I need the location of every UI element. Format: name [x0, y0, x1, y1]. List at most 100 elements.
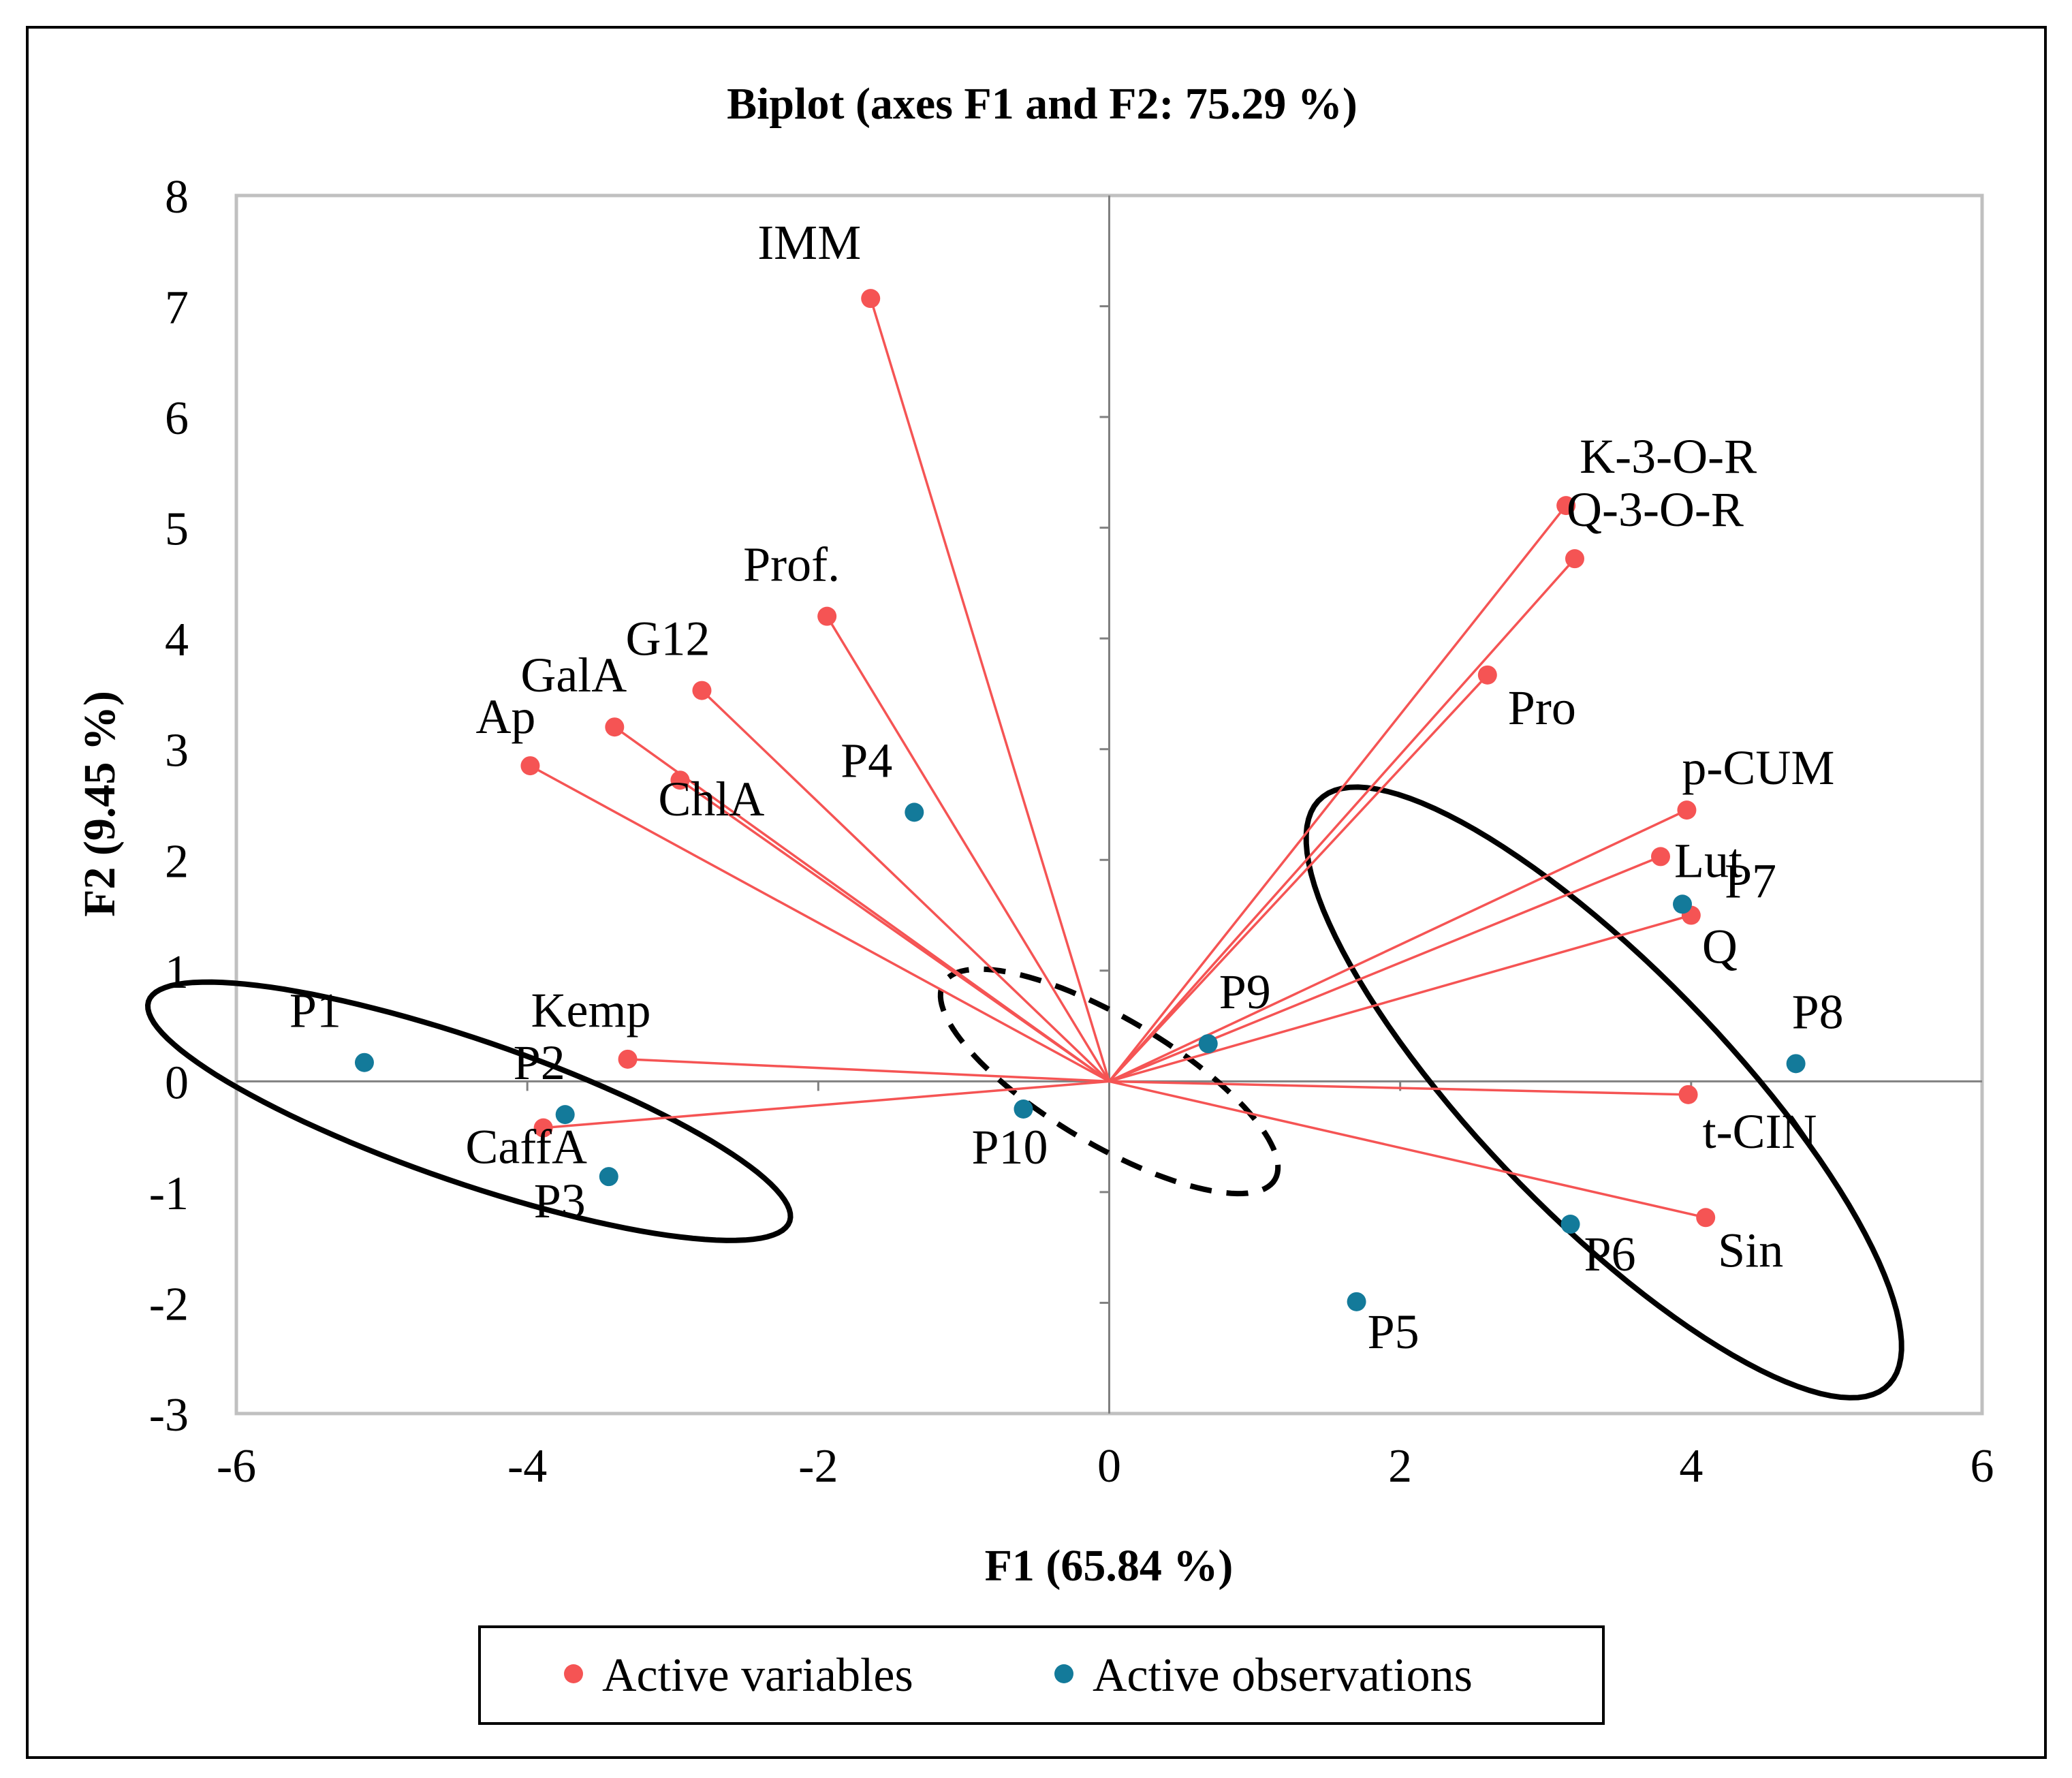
outer-border	[26, 26, 2047, 1759]
x-tick-label: -4	[507, 1440, 547, 1493]
label-g12: G12	[625, 612, 710, 666]
chart-title: Biplot (axes F1 and F2: 75.29 %)	[727, 79, 1357, 129]
variable-point-sin	[1696, 1208, 1716, 1228]
vector-prof	[826, 615, 1110, 1082]
label-k-3-o-r: K-3-O-R	[1580, 429, 1757, 484]
legend-box	[478, 1625, 1605, 1725]
variable-point-ap	[520, 756, 540, 776]
observation-point-p7	[1673, 894, 1693, 914]
x-tick-label: -6	[217, 1440, 256, 1493]
y-tick-label: 7	[165, 282, 189, 334]
y-tick-label: 2	[165, 835, 189, 888]
vector-ap	[529, 764, 1110, 1082]
vector-chla	[679, 779, 1110, 1082]
label-gala: GalA	[520, 648, 627, 702]
data-points	[354, 289, 1806, 1311]
x-axis-title: F1 (65.84 %)	[985, 1541, 1234, 1591]
observation-point-p3	[599, 1167, 618, 1187]
label-ap: Ap	[475, 689, 535, 744]
variable-point-q-3-o-r	[1565, 549, 1584, 569]
label-kemp: Kemp	[531, 983, 651, 1038]
label-pro: Pro	[1508, 681, 1576, 735]
group-left-ellipse	[144, 979, 794, 1243]
y-tick-label: 3	[165, 725, 189, 777]
y-tick-label: 4	[165, 614, 189, 666]
y-axis-title: F2 (9.45 %)	[75, 691, 125, 917]
observation-point-p10	[1014, 1099, 1033, 1119]
vector-caffa	[543, 1080, 1110, 1129]
label-lut: Lut	[1674, 833, 1742, 888]
label-p3: P3	[534, 1174, 586, 1228]
legend: Active variables Active observations	[478, 1625, 1605, 1725]
y-tick-label: 6	[165, 392, 189, 445]
variable-point-caffa	[533, 1118, 553, 1138]
legend-marker-observations	[1054, 1664, 1073, 1683]
variable-point-imm	[861, 289, 881, 309]
vector-sin	[1109, 1080, 1706, 1219]
label-prof: Prof.	[743, 537, 840, 592]
observation-point-p1	[354, 1052, 374, 1072]
label-p7: P7	[1725, 854, 1776, 908]
y-tick-label: -1	[149, 1168, 189, 1220]
label-p1: P1	[289, 984, 341, 1038]
observation-point-p5	[1347, 1292, 1366, 1311]
variable-point-p-cum	[1677, 800, 1697, 820]
y-tick-label: 5	[165, 503, 189, 556]
vector-pro	[1108, 674, 1489, 1082]
x-tick-label: -2	[798, 1440, 838, 1493]
observation-point-p6	[1560, 1215, 1580, 1234]
label-p8: P8	[1792, 984, 1844, 1039]
grouping-ellipses	[144, 784, 1904, 1401]
variable-point-gala	[605, 717, 625, 737]
label-q: Q	[1702, 920, 1738, 974]
label-caffa: CaffA	[465, 1120, 587, 1174]
observation-point-p2	[555, 1105, 575, 1125]
axes-layer: -6 -4 -2 0 2 4 6 -3 -2 -1 0 1 2 3 4 5 6 7 8	[149, 171, 1994, 1493]
label-p6: P6	[1584, 1227, 1636, 1281]
vector-g12	[701, 689, 1110, 1082]
variable-point-chla	[670, 770, 690, 790]
label-p5: P5	[1368, 1305, 1419, 1359]
vector-t-cin	[1109, 1080, 1689, 1096]
variable-point-kemp	[618, 1049, 638, 1069]
label-p10: P10	[971, 1120, 1048, 1174]
observation-point-p9	[1198, 1034, 1218, 1054]
x-tick-label: 0	[1097, 1440, 1121, 1493]
y-tick-label: 8	[165, 171, 189, 223]
vector-q-3-o-r	[1108, 557, 1576, 1082]
y-tick-label: -3	[149, 1389, 189, 1441]
x-tick-label: 6	[1971, 1440, 1994, 1493]
label-p4: P4	[841, 733, 892, 787]
label-sin: Sin	[1718, 1223, 1783, 1277]
variable-point-prof	[817, 606, 837, 626]
label-chla: ChlA	[658, 772, 764, 826]
vector-kemp	[627, 1058, 1110, 1083]
label-q-3-o-r: Q-3-O-R	[1567, 482, 1744, 537]
y-tick-label: 1	[165, 946, 189, 999]
label-p-cum: p-CUM	[1682, 740, 1834, 795]
variable-point-t-cin	[1678, 1085, 1698, 1104]
vector-k-3-o-r	[1108, 505, 1567, 1082]
label-p2: P2	[514, 1035, 565, 1090]
legend-label-variables: Active variables	[602, 1649, 913, 1702]
y-tick-label: -2	[149, 1278, 189, 1330]
label-p9: P9	[1219, 965, 1271, 1019]
observation-point-p8	[1786, 1054, 1806, 1074]
legend-marker-variables	[564, 1664, 583, 1683]
vector-q	[1109, 914, 1692, 1083]
y-tick-label: 0	[165, 1057, 189, 1109]
label-imm: IMM	[757, 215, 861, 270]
x-tick-label: 4	[1679, 1440, 1703, 1493]
variable-point-g12	[692, 681, 712, 700]
x-tick-label: 2	[1388, 1440, 1412, 1493]
variable-point-pro	[1477, 665, 1497, 685]
group-right-ellipse	[1303, 784, 1904, 1401]
variable-point-lut	[1650, 847, 1670, 867]
observation-point-p4	[905, 802, 924, 822]
label-t-cin: t-CIN	[1703, 1104, 1817, 1159]
vector-imm	[869, 298, 1111, 1082]
variable-vectors	[529, 298, 1706, 1219]
legend-label-observations: Active observations	[1093, 1649, 1473, 1702]
